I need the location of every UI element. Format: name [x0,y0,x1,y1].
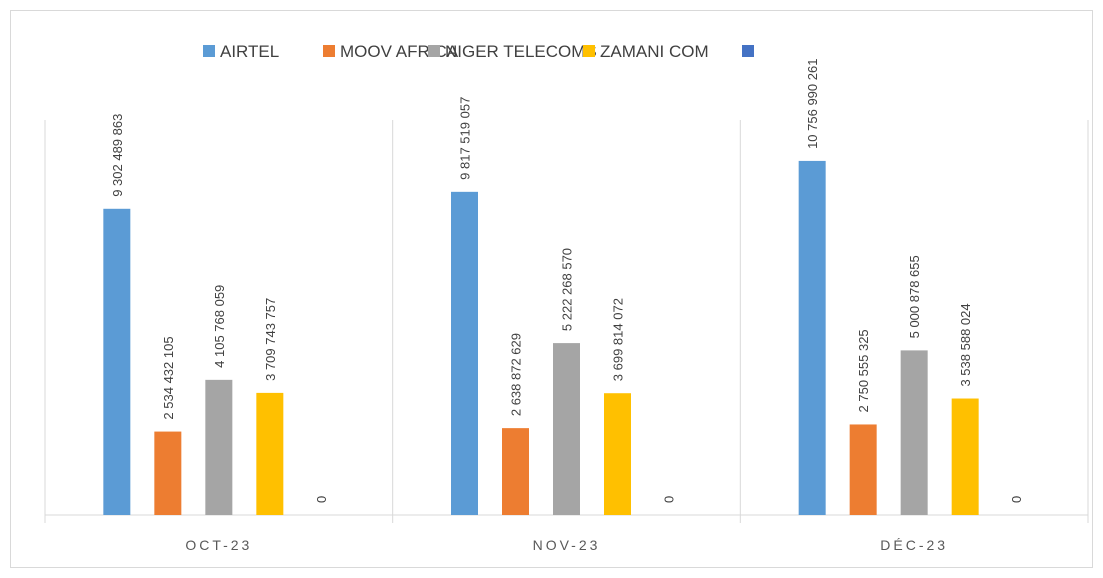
bar [256,392,284,515]
data-label: 5 000 878 655 [907,255,922,338]
bar [502,428,529,515]
bar [205,379,233,515]
data-label: 9 302 489 863 [110,114,125,197]
data-label: 0 [314,496,329,503]
data-label: 3 699 814 072 [611,298,626,381]
data-label: 0 [1009,496,1024,503]
data-label: 3 538 588 024 [958,303,973,386]
x-tick-label: OCT-23 [185,537,252,553]
data-label: 3 709 743 757 [263,298,278,381]
bar [849,424,877,515]
data-label: 2 750 555 325 [856,329,871,412]
legend-swatch [323,45,335,57]
x-tick-label: NOV-23 [533,537,601,553]
legend-label: NIGER TELECOMS [445,42,597,61]
data-label: 9 817 519 057 [458,97,473,180]
data-label: 2 638 872 629 [509,333,524,416]
data-label: 0 [662,496,677,503]
legend-swatch [742,45,754,57]
bar [798,160,826,515]
data-label: 4 105 768 059 [212,285,227,368]
legend-label: MOOV AFRICA [340,42,459,61]
bar [604,393,631,515]
bar [451,191,478,515]
bar [900,350,928,515]
legend-label: ZAMANI COM [600,42,709,61]
bar [154,431,182,515]
legend-swatch [203,45,215,57]
x-tick-label: DÉC-23 [880,537,948,553]
bar [103,208,131,516]
legend-swatch [428,45,440,57]
bar [553,343,580,515]
data-label: 2 534 432 105 [161,336,176,419]
data-label: 5 222 268 570 [560,248,575,331]
legend-label: AIRTEL [220,42,279,61]
bar [951,398,979,515]
data-label: 10 756 990 261 [805,59,820,149]
legend-swatch [583,45,595,57]
